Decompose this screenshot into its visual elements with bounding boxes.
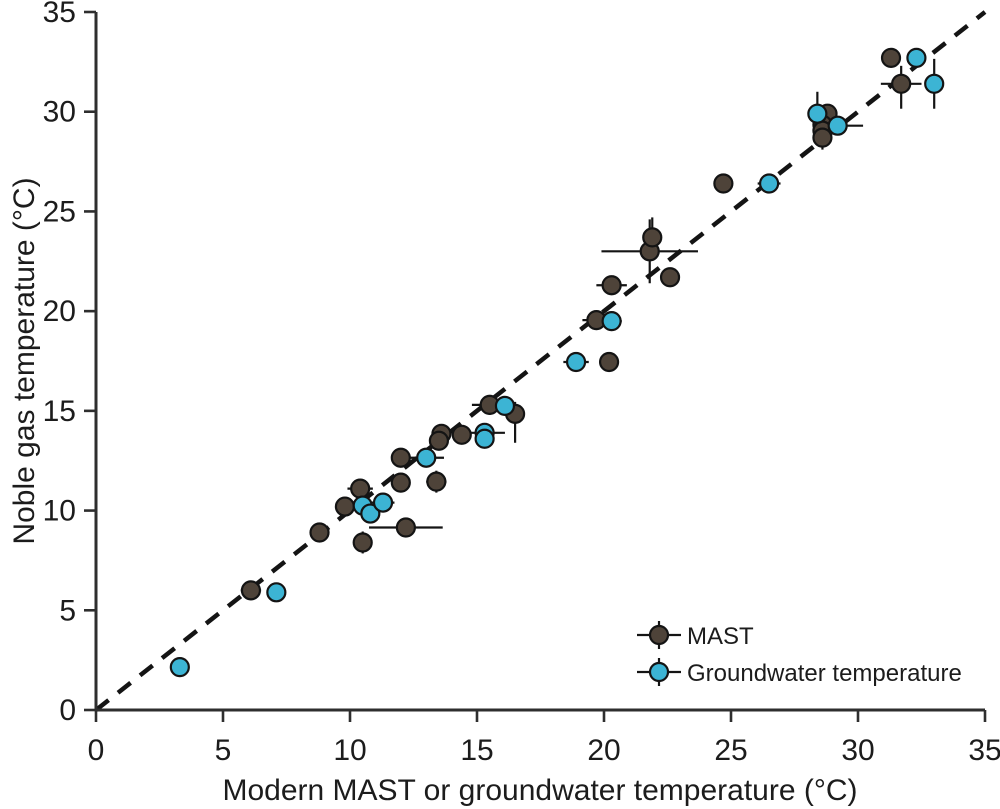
data-point-mast [812, 127, 833, 148]
data-point-groundwater [758, 173, 780, 194]
data-point-groundwater [474, 428, 495, 449]
x-axis-title: Modern MAST or groundwater temperature (… [222, 774, 857, 807]
data-point-mast [334, 496, 356, 517]
y-tick-label: 0 [59, 694, 76, 727]
data-point-mast [426, 471, 447, 492]
y-tick-label: 20 [43, 295, 76, 328]
data-point-mast [880, 47, 902, 68]
axes-layer [84, 10, 987, 722]
data-point-mast [428, 430, 449, 451]
data-point-mast [659, 267, 681, 288]
legend-marker-mast [648, 624, 670, 646]
data-point-groundwater [360, 503, 381, 524]
legend-label-mast: MAST [687, 623, 754, 650]
x-tick-label: 0 [88, 734, 105, 767]
one-to-one-dashed-line [94, 10, 987, 712]
x-tick-label: 5 [215, 734, 232, 767]
y-tick-label: 35 [43, 0, 76, 29]
data-point-mast [309, 522, 330, 543]
data-point-groundwater [416, 447, 437, 468]
data-point-groundwater [494, 395, 516, 416]
data-point-mast [891, 73, 912, 94]
data-point-mast [352, 532, 373, 553]
data-point-groundwater [565, 351, 587, 373]
y-axis-title: Noble gas temperature (°C) [8, 177, 41, 544]
data-point-mast [350, 478, 371, 499]
x-tick-label: 10 [333, 734, 366, 767]
y-tick-label: 30 [43, 96, 76, 129]
legend: MAST Groundwater temperature [637, 621, 962, 687]
data-point-mast [395, 517, 416, 538]
y-tick-label: 5 [59, 594, 76, 627]
data-point-mast [601, 275, 622, 296]
data-point-groundwater [169, 657, 190, 678]
data-point-groundwater [924, 73, 945, 94]
identity-line [94, 10, 987, 712]
data-point-groundwater [266, 582, 287, 603]
data-point-groundwater [906, 47, 927, 68]
data-point-mast [451, 424, 472, 445]
data-point-mast [390, 472, 411, 493]
data-point-groundwater [372, 492, 394, 513]
y-tick-label: 10 [43, 495, 76, 528]
tick-labels-layer: 0 5 10 15 20 25 30 35 0 5 10 15 20 25 30 35 [43, 0, 1000, 767]
data-point-groundwater [601, 311, 622, 332]
legend-label-groundwater: Groundwater temperature [687, 660, 962, 687]
data-point-mast [390, 447, 411, 468]
x-tick-label: 20 [587, 734, 620, 767]
data-point-mast [598, 351, 620, 373]
y-tick-label: 15 [43, 395, 76, 428]
x-tick-label: 25 [714, 734, 747, 767]
error-bars-layer [170, 58, 936, 669]
y-tick-label: 25 [43, 195, 76, 228]
data-points-layer [169, 47, 945, 678]
x-tick-label: 30 [841, 734, 874, 767]
data-point-mast [642, 227, 663, 248]
legend-marker-groundwater [648, 661, 670, 683]
x-tick-label: 15 [460, 734, 493, 767]
data-point-mast [240, 580, 262, 601]
legend-markers [637, 621, 681, 686]
x-tick-label: 35 [968, 734, 1000, 767]
data-point-groundwater [827, 115, 848, 136]
data-point-mast [713, 173, 734, 194]
data-point-groundwater [807, 103, 828, 124]
